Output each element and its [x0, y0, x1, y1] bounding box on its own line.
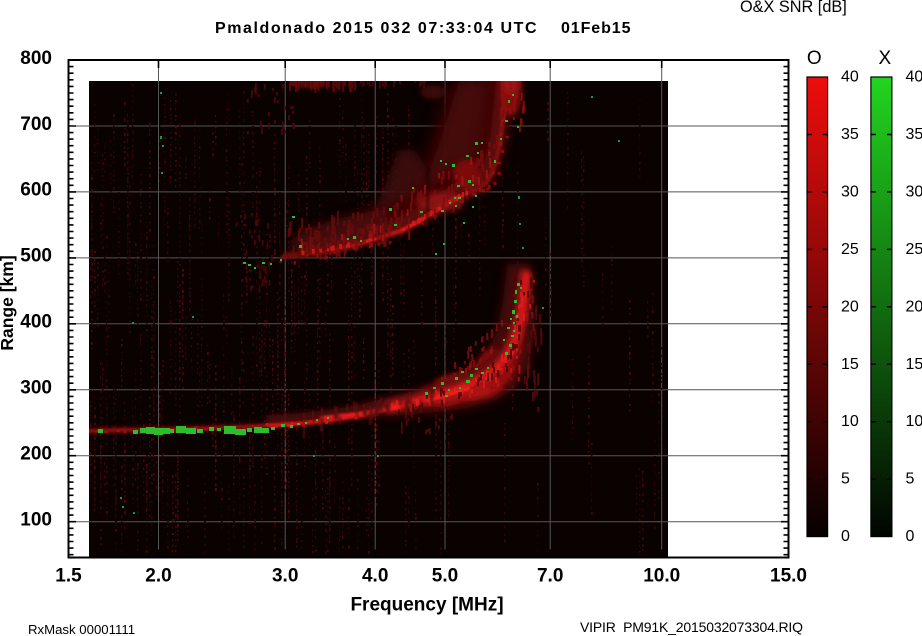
- svg-text:Pmaldonado 2015 032 07:33:04 U: Pmaldonado 2015 032 07:33:04 UTC: [215, 20, 537, 37]
- svg-text:5.0: 5.0: [432, 566, 458, 587]
- svg-text:600: 600: [20, 180, 52, 201]
- svg-text:10: 10: [906, 413, 922, 430]
- svg-text:15: 15: [906, 356, 922, 373]
- svg-text:300: 300: [20, 378, 52, 399]
- svg-text:Frequency [MHz]: Frequency [MHz]: [350, 595, 503, 616]
- svg-text:10.0: 10.0: [643, 566, 680, 587]
- svg-text:10: 10: [841, 413, 859, 430]
- svg-text:15: 15: [841, 356, 859, 373]
- svg-text:35: 35: [841, 126, 859, 143]
- svg-text:2.0: 2.0: [145, 566, 171, 587]
- svg-text:400: 400: [20, 312, 52, 333]
- svg-text:500: 500: [20, 246, 52, 267]
- svg-text:01Feb15: 01Feb15: [561, 20, 631, 37]
- svg-text:RxMask 00001111: RxMask 00001111: [28, 622, 135, 636]
- svg-text:25: 25: [841, 241, 859, 258]
- svg-text:VIPIR PM91K_2015032073304.RIQ: VIPIR PM91K_2015032073304.RIQ: [580, 619, 803, 635]
- svg-text:4.0: 4.0: [362, 566, 388, 587]
- svg-text:15.0: 15.0: [770, 566, 807, 587]
- svg-text:O&X SNR [dB]: O&X SNR [dB]: [740, 0, 847, 16]
- svg-text:800: 800: [20, 48, 52, 69]
- svg-text:25: 25: [906, 241, 922, 258]
- svg-text:40: 40: [841, 69, 859, 86]
- svg-text:30: 30: [906, 183, 922, 200]
- svg-text:3.0: 3.0: [272, 566, 298, 587]
- svg-text:30: 30: [841, 183, 859, 200]
- svg-text:Range [km]: Range [km]: [0, 255, 17, 350]
- svg-text:100: 100: [20, 510, 52, 531]
- svg-text:5: 5: [841, 471, 850, 488]
- svg-text:1.5: 1.5: [55, 566, 82, 587]
- svg-text:O: O: [807, 48, 822, 69]
- svg-text:20: 20: [906, 298, 922, 315]
- svg-text:700: 700: [20, 114, 52, 135]
- svg-text:40: 40: [906, 69, 922, 86]
- svg-text:200: 200: [20, 444, 52, 465]
- svg-text:5: 5: [906, 471, 915, 488]
- svg-text:0: 0: [841, 528, 850, 545]
- svg-text:35: 35: [906, 126, 922, 143]
- svg-text:X: X: [879, 48, 892, 69]
- svg-text:20: 20: [841, 298, 859, 315]
- svg-text:7.0: 7.0: [537, 566, 563, 587]
- svg-text:0: 0: [906, 528, 915, 545]
